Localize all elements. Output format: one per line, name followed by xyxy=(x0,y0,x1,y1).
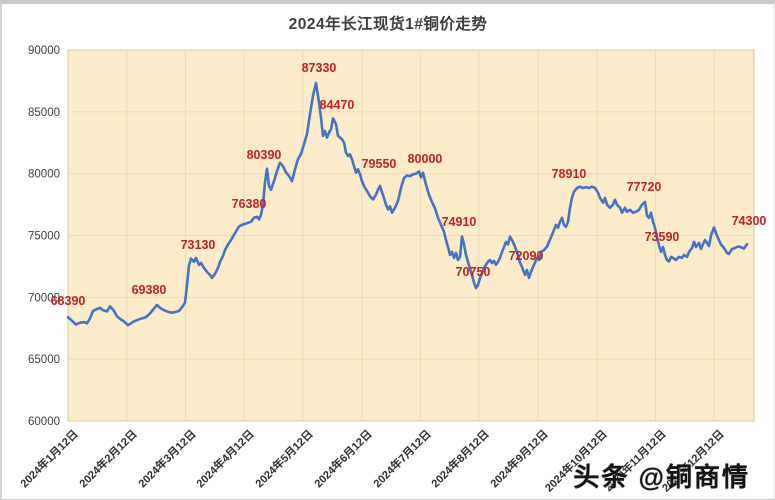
price-chart: 90000 85000 80000 75000 70000 65000 60000 68390… xyxy=(28,45,767,428)
chart-title: 2024年长江现货1#铜价走势 xyxy=(288,16,488,33)
y-axis-label: 65000 xyxy=(28,354,60,366)
y-axis-label: 60000 xyxy=(28,416,60,428)
y-axis-label: 75000 xyxy=(28,231,60,243)
y-axis-label: 85000 xyxy=(28,107,60,119)
y-axis-label: 80000 xyxy=(28,169,60,181)
y-axis-label: 90000 xyxy=(28,45,60,57)
data-label: 74910 xyxy=(442,215,477,229)
data-label: 73130 xyxy=(181,238,216,252)
data-label: 76380 xyxy=(232,197,267,211)
data-label: 72090 xyxy=(509,249,544,263)
plot-border xyxy=(67,49,755,422)
data-label: 70750 xyxy=(456,265,491,279)
data-label: 68390 xyxy=(51,294,86,308)
y-axis-label: 70000 xyxy=(28,292,60,304)
data-label: 78910 xyxy=(552,167,587,181)
data-label: 80000 xyxy=(408,152,443,166)
data-label: 77720 xyxy=(627,180,662,194)
data-label: 87330 xyxy=(302,61,337,75)
watermark: 头条 @铜商情 xyxy=(573,462,750,492)
data-label: 79550 xyxy=(362,157,397,171)
data-label: 74300 xyxy=(732,214,767,228)
data-label: 80390 xyxy=(247,148,282,162)
price-line xyxy=(66,81,749,327)
data-label: 73590 xyxy=(645,230,680,244)
data-label: 69380 xyxy=(132,283,167,297)
data-label: 84470 xyxy=(320,98,355,112)
